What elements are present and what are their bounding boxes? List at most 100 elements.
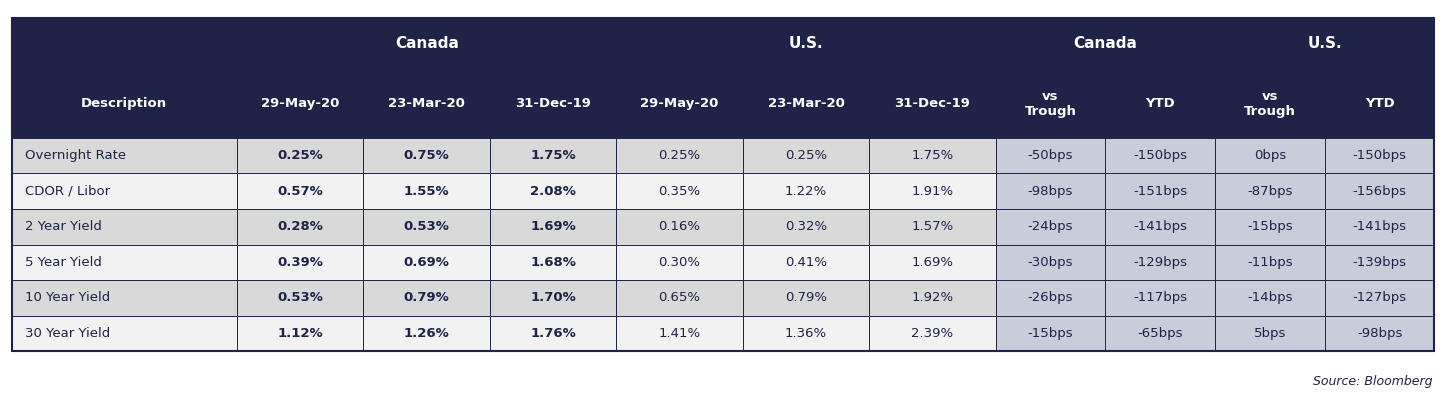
Bar [1105, 138, 1215, 173]
Text: 1.70%: 1.70% [531, 291, 576, 304]
Bar [12, 18, 237, 69]
Text: -24bps: -24bps [1028, 220, 1073, 233]
Text: 0.32%: 0.32% [785, 220, 827, 233]
Text: 0.53%: 0.53% [278, 291, 324, 304]
Text: 0.79%: 0.79% [785, 291, 827, 304]
Bar [12, 209, 237, 245]
Bar [1215, 209, 1325, 245]
Text: 2.08%: 2.08% [531, 185, 576, 198]
Bar [237, 173, 363, 209]
Text: 23-Mar-20: 23-Mar-20 [389, 97, 466, 110]
Text: 1.91%: 1.91% [911, 185, 953, 198]
Text: 0.28%: 0.28% [278, 220, 324, 233]
Text: 0.69%: 0.69% [403, 256, 450, 269]
Text: 1.36%: 1.36% [785, 327, 827, 340]
Text: -11bps: -11bps [1246, 256, 1293, 269]
Text: -15bps: -15bps [1246, 220, 1293, 233]
Bar [743, 173, 869, 209]
Text: 2 Year Yield: 2 Year Yield [25, 220, 101, 233]
Text: 1.12%: 1.12% [278, 327, 322, 340]
Bar [1215, 245, 1325, 280]
Bar [869, 173, 996, 209]
Bar [869, 245, 996, 280]
Text: 1.26%: 1.26% [403, 327, 450, 340]
Bar [237, 280, 363, 316]
Bar [490, 69, 616, 138]
Bar [1105, 69, 1215, 138]
Text: 0.25%: 0.25% [658, 149, 701, 162]
Bar [237, 316, 363, 351]
Bar [1325, 209, 1434, 245]
Bar [1105, 316, 1215, 351]
Bar [237, 138, 363, 173]
Text: -141bps: -141bps [1352, 220, 1407, 233]
Bar [616, 245, 743, 280]
Bar [616, 138, 743, 173]
Text: Canada: Canada [1073, 36, 1138, 51]
Bar [1215, 316, 1325, 351]
Text: -30bps: -30bps [1028, 256, 1073, 269]
Text: 0.75%: 0.75% [403, 149, 450, 162]
Bar [743, 138, 869, 173]
Text: vs
Trough: vs Trough [1244, 90, 1296, 118]
Text: 31-Dec-19: 31-Dec-19 [895, 97, 970, 110]
Text: CDOR / Libor: CDOR / Libor [25, 185, 110, 198]
Text: -127bps: -127bps [1352, 291, 1407, 304]
Text: 1.92%: 1.92% [911, 291, 953, 304]
Text: -98bps: -98bps [1028, 185, 1073, 198]
Bar [363, 316, 490, 351]
Text: -141bps: -141bps [1134, 220, 1187, 233]
Text: 5bps: 5bps [1254, 327, 1285, 340]
Text: 5 Year Yield: 5 Year Yield [25, 256, 101, 269]
Text: 0.41%: 0.41% [785, 256, 827, 269]
Bar [996, 18, 1215, 69]
Text: 1.68%: 1.68% [531, 256, 576, 269]
Bar [996, 69, 1105, 138]
Bar [237, 69, 363, 138]
Text: -151bps: -151bps [1134, 185, 1187, 198]
Bar [363, 209, 490, 245]
Bar [1325, 69, 1434, 138]
Bar [869, 138, 996, 173]
Text: Canada: Canada [395, 36, 458, 51]
Bar [237, 209, 363, 245]
Bar [616, 18, 996, 69]
Text: 1.22%: 1.22% [785, 185, 827, 198]
Text: 2.39%: 2.39% [911, 327, 953, 340]
Bar [1215, 280, 1325, 316]
Text: -87bps: -87bps [1246, 185, 1293, 198]
Bar [12, 280, 237, 316]
Text: 1.57%: 1.57% [911, 220, 953, 233]
Bar [12, 138, 237, 173]
Text: 0.39%: 0.39% [278, 256, 324, 269]
Bar [1325, 280, 1434, 316]
Text: 0.30%: 0.30% [658, 256, 700, 269]
Bar [1325, 173, 1434, 209]
Bar [1215, 69, 1325, 138]
Bar [1325, 138, 1434, 173]
Text: 1.69%: 1.69% [911, 256, 953, 269]
Bar [237, 18, 616, 69]
Bar [490, 316, 616, 351]
Text: Source: Bloomberg: Source: Bloomberg [1313, 375, 1433, 387]
Bar [12, 245, 237, 280]
Text: Description: Description [81, 97, 168, 110]
Bar [490, 173, 616, 209]
Text: 31-Dec-19: 31-Dec-19 [515, 97, 591, 110]
Bar [363, 69, 490, 138]
Text: -139bps: -139bps [1352, 256, 1407, 269]
Text: -150bps: -150bps [1134, 149, 1187, 162]
Bar [1105, 173, 1215, 209]
Bar [1325, 316, 1434, 351]
Bar [1215, 173, 1325, 209]
Text: -129bps: -129bps [1134, 256, 1187, 269]
Text: 0.79%: 0.79% [403, 291, 450, 304]
Text: Overnight Rate: Overnight Rate [25, 149, 126, 162]
Bar [12, 316, 237, 351]
Text: 0.53%: 0.53% [403, 220, 450, 233]
Bar [616, 173, 743, 209]
Text: 1.76%: 1.76% [531, 327, 576, 340]
Bar [743, 69, 869, 138]
Text: vs
Trough: vs Trough [1025, 90, 1076, 118]
Bar [1105, 209, 1215, 245]
